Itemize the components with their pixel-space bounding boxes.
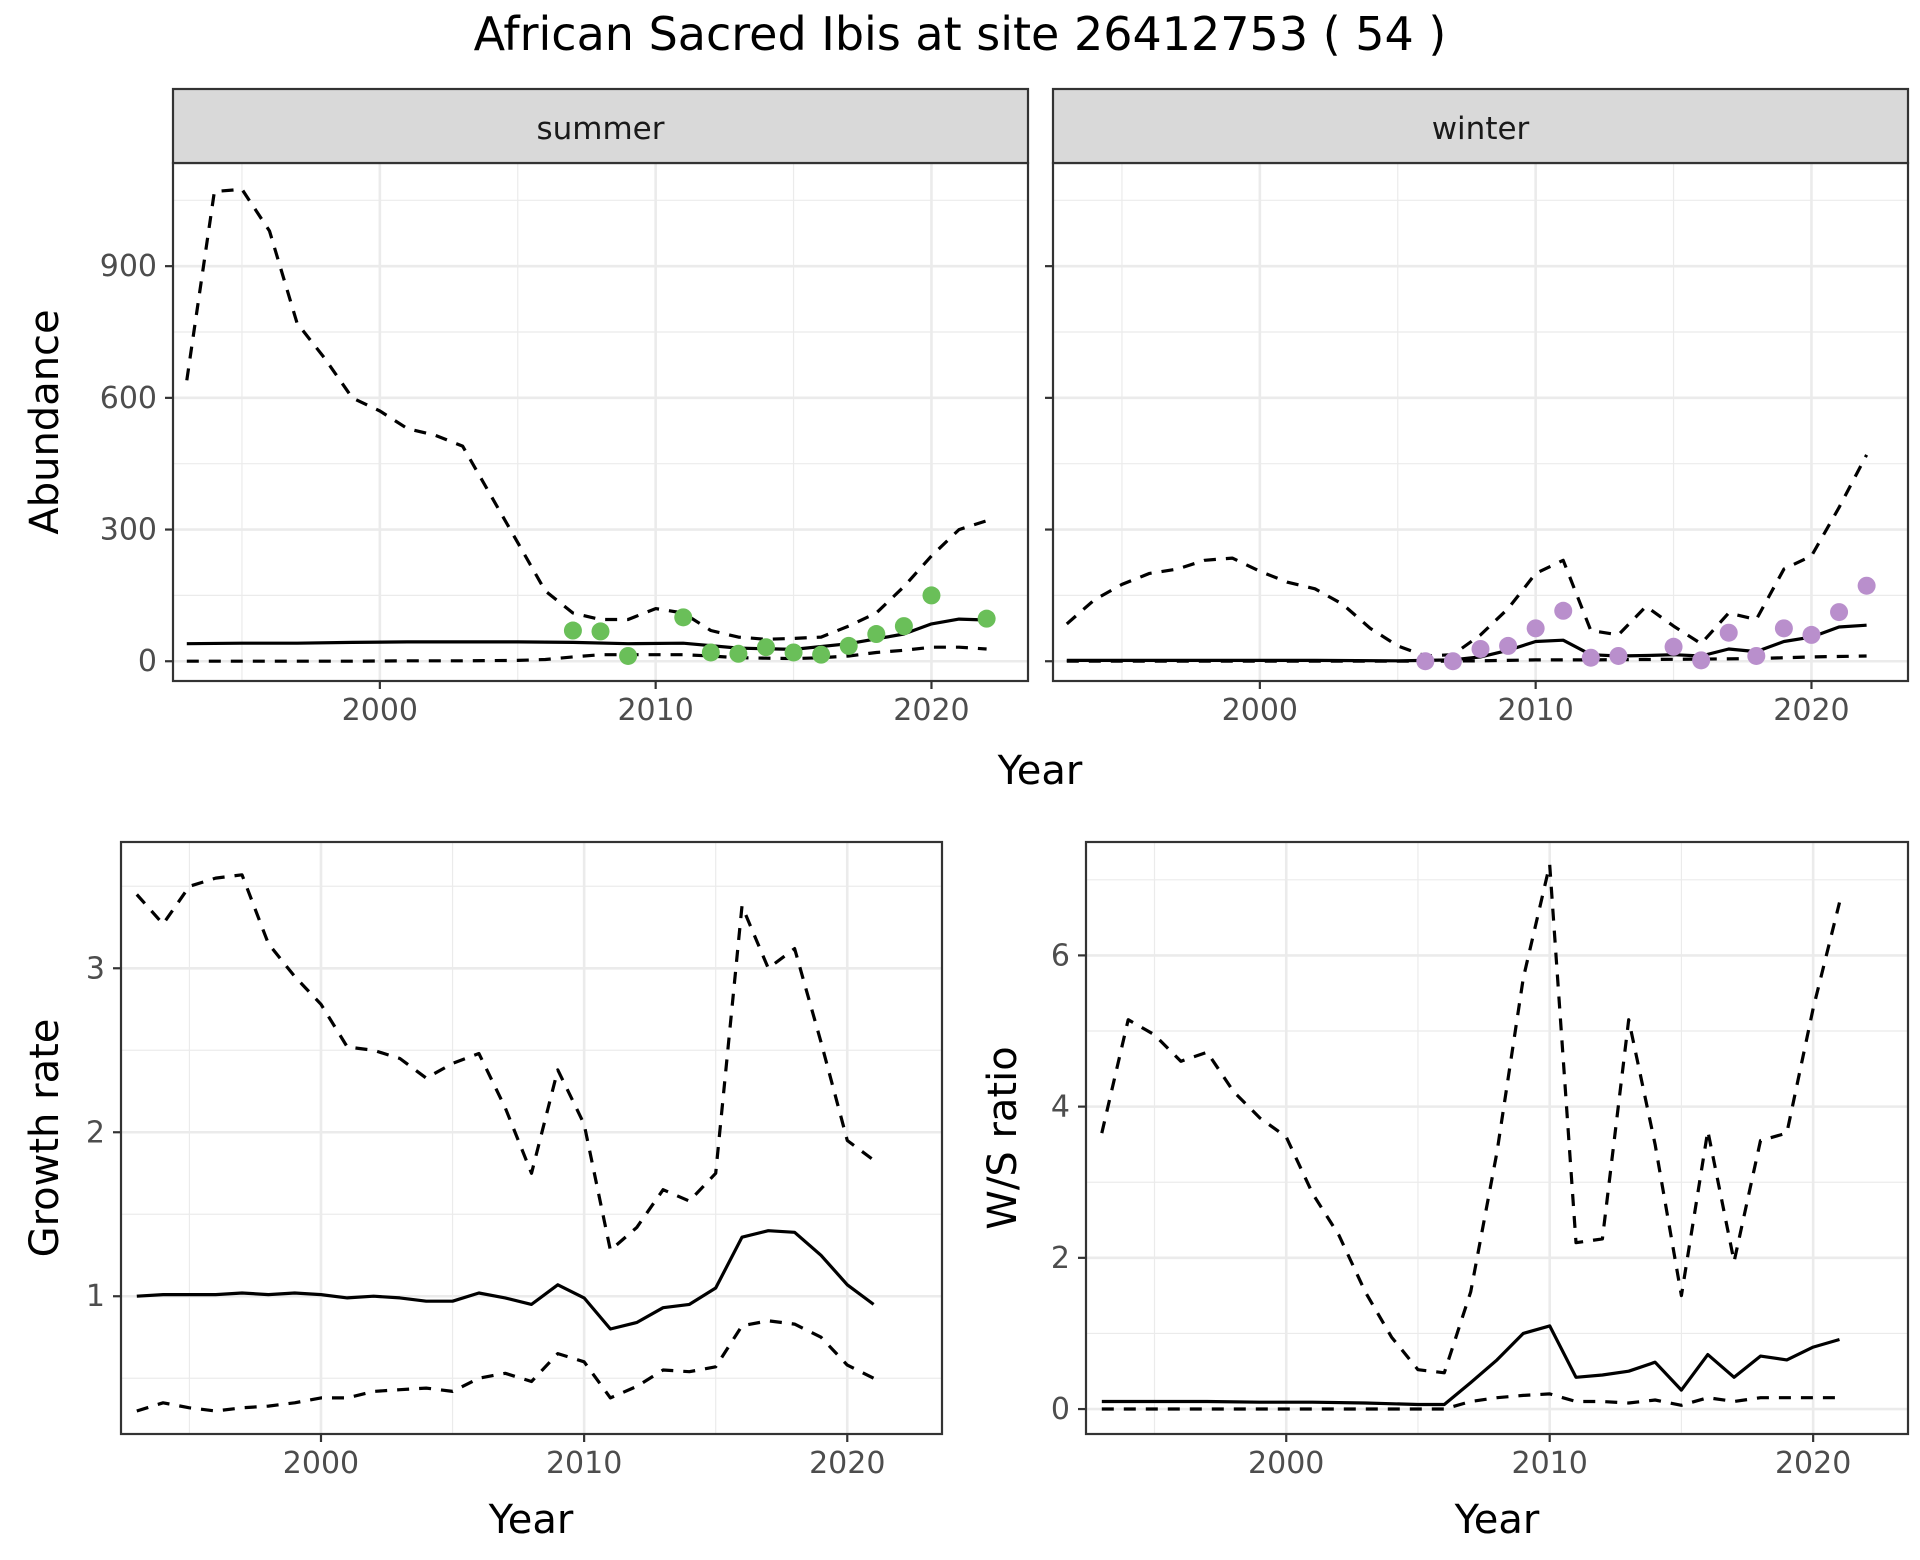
- x-tick-label: 2010: [617, 693, 693, 728]
- count-point: [1526, 619, 1545, 638]
- x-axis-title: Year: [1454, 1497, 1540, 1543]
- count-point: [1747, 646, 1766, 665]
- count-point: [1416, 652, 1435, 671]
- count-point: [1471, 639, 1490, 658]
- series-line-upper: [1100, 863, 1842, 1375]
- count-point: [977, 609, 996, 628]
- x-tick-label: 2010: [546, 1446, 622, 1481]
- count-point: [563, 621, 582, 640]
- y-tick-label: 0: [1051, 1392, 1070, 1427]
- x-axis-title-shared: Year: [997, 748, 1083, 794]
- count-point: [867, 625, 886, 644]
- facet-strip-label: summer: [536, 111, 664, 147]
- series-line-lower: [136, 1319, 875, 1413]
- x-tick-label: 2020: [809, 1446, 885, 1481]
- y-tick-label: 4: [1051, 1090, 1070, 1125]
- count-point: [1609, 646, 1628, 665]
- y-axis-title: Growth rate: [22, 1019, 68, 1258]
- x-tick-label: 2010: [1512, 1446, 1588, 1481]
- count-point: [839, 636, 858, 655]
- series-line-estimate: [186, 617, 987, 651]
- count-point: [1692, 651, 1711, 670]
- count-point: [784, 643, 803, 662]
- count-point: [619, 646, 638, 665]
- count-point: [812, 645, 831, 664]
- panel-ratio: 2000 2010 2020 0 2 4 6 Year W/S ratio: [980, 840, 1910, 1543]
- count-point: [1719, 623, 1738, 642]
- y-tick-label: 300: [100, 513, 157, 548]
- facet-strip: [1051, 87, 1910, 165]
- y-tick-label: 0: [138, 644, 157, 679]
- count-point: [591, 622, 610, 641]
- count-point: [1443, 652, 1462, 671]
- y-tick-label: 1: [86, 1279, 105, 1314]
- x-tick-label: 2020: [893, 693, 969, 728]
- y-tick-label: 6: [1051, 938, 1070, 973]
- count-point: [1581, 648, 1600, 667]
- y-tick-label: 600: [100, 381, 157, 416]
- count-point: [1664, 637, 1683, 656]
- series-line-lower: [1101, 1392, 1840, 1411]
- series-line-upper: [185, 187, 988, 641]
- panel-winter: winter 2000 2010 2020: [1045, 87, 1910, 728]
- panel-summer: summer 2000 2010 2020 0 300 600 900 Abundance: [22, 87, 1030, 728]
- x-axis-title: Year: [488, 1497, 574, 1543]
- count-point: [729, 644, 748, 663]
- count-point: [1774, 619, 1793, 638]
- x-tick-label: 2010: [1497, 693, 1573, 728]
- y-axis-title: Abundance: [22, 309, 68, 534]
- count-point: [894, 617, 913, 636]
- panel-border: [1084, 840, 1910, 1436]
- y-tick-label: 2: [1051, 1241, 1070, 1276]
- y-tick-label: 2: [86, 1115, 105, 1150]
- count-point: [701, 643, 720, 662]
- count-point: [1802, 625, 1821, 644]
- series-line-upper: [1065, 454, 1869, 658]
- y-tick-label: 3: [86, 951, 105, 986]
- y-axis-title: W/S ratio: [980, 1046, 1026, 1229]
- figure-title: African Sacred Ibis at site 26412753 ( 5…: [474, 7, 1447, 61]
- y-tick-label: 900: [100, 249, 157, 284]
- x-tick-label: 2000: [1222, 693, 1298, 728]
- series-line-estimate: [1101, 1324, 1840, 1407]
- count-point: [674, 608, 693, 627]
- count-point: [922, 586, 941, 605]
- facet-strip: [171, 87, 1030, 165]
- x-tick-label: 2020: [1775, 1446, 1851, 1481]
- x-tick-label: 2000: [1248, 1446, 1324, 1481]
- series-line-lower: [1066, 654, 1867, 663]
- series-line-estimate: [136, 1229, 875, 1331]
- count-point: [1554, 601, 1573, 620]
- x-tick-label: 2000: [342, 693, 418, 728]
- count-point: [1499, 636, 1518, 655]
- x-tick-label: 2020: [1773, 693, 1849, 728]
- count-point: [756, 638, 775, 657]
- x-tick-label: 2000: [283, 1446, 359, 1481]
- panel-border: [119, 840, 944, 1436]
- count-point: [1857, 576, 1876, 595]
- facet-strip-label: winter: [1432, 111, 1530, 147]
- panel-growth: 2000 2010 2020 1 2 3 Year Growth rate: [22, 840, 944, 1543]
- count-point: [1830, 603, 1849, 622]
- plots-layer: summer 2000 2010 2020 0 300 600 900 Abundance win…: [22, 87, 1910, 1543]
